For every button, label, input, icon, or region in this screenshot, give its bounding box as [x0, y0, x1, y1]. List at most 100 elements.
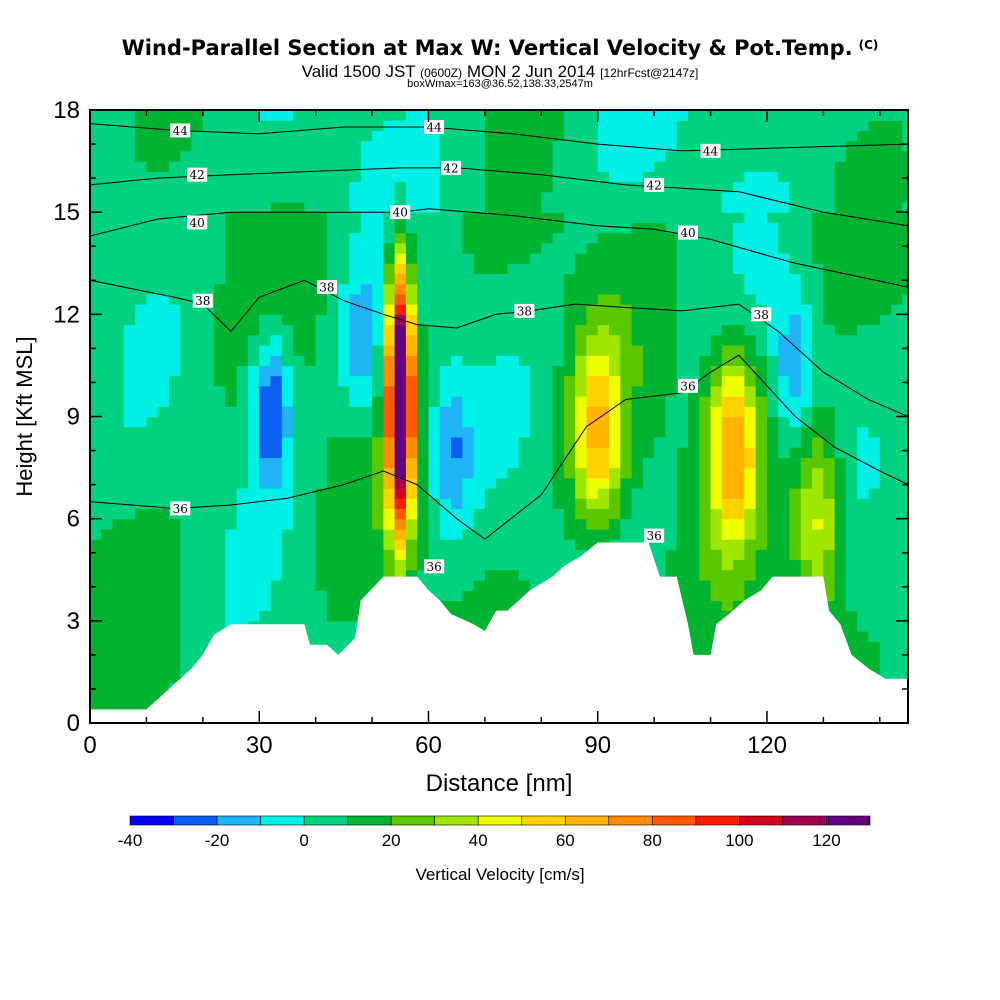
x-tick-label: 90	[584, 732, 611, 759]
field-cell	[507, 528, 520, 540]
field-cell	[586, 273, 599, 285]
field-cell	[507, 263, 520, 274]
field-cell	[225, 253, 238, 264]
field-cell	[699, 620, 712, 632]
field-cell	[259, 293, 272, 305]
field-cell	[710, 355, 723, 366]
field-cell	[665, 385, 678, 397]
field-cell	[744, 140, 757, 152]
field-cell	[428, 191, 441, 203]
field-cell	[473, 263, 486, 274]
field-cell	[586, 477, 599, 489]
field-cell	[360, 345, 373, 356]
field-cell	[891, 610, 903, 622]
field-cell	[462, 375, 475, 387]
field-cell	[812, 334, 824, 346]
field-cell	[530, 130, 542, 142]
field-cell	[710, 201, 723, 213]
field-cell	[834, 467, 847, 479]
field-cell	[597, 232, 610, 244]
field-cell	[541, 140, 554, 152]
field-cell	[225, 375, 238, 387]
field-cell	[157, 590, 170, 601]
field-cell	[507, 436, 520, 448]
field-cell	[868, 130, 881, 142]
field-cell	[157, 600, 170, 612]
field-cell	[857, 457, 870, 469]
field-cell	[710, 610, 723, 622]
field-cell	[710, 314, 723, 326]
field-cell	[157, 120, 170, 131]
field-cell	[462, 283, 475, 295]
field-cell	[778, 161, 791, 172]
field-cell	[394, 161, 407, 172]
field-cell	[857, 620, 870, 632]
field-cell	[563, 477, 576, 489]
field-cell	[812, 518, 824, 530]
field-cell	[326, 304, 339, 315]
field-cell	[891, 549, 903, 561]
field-cell	[530, 528, 542, 540]
field-cell	[688, 201, 700, 213]
field-cell	[530, 273, 542, 285]
theta-contour-36	[90, 354, 908, 540]
field-cell	[462, 324, 475, 336]
field-cell	[507, 477, 520, 489]
field-cell	[451, 590, 463, 601]
field-cell	[778, 283, 791, 295]
field-cell	[688, 242, 700, 254]
field-cell	[891, 498, 903, 509]
field-cell	[405, 201, 418, 213]
field-cell	[383, 426, 396, 438]
field-cell	[326, 263, 339, 274]
field-cell	[214, 610, 226, 622]
field-cell	[417, 549, 430, 561]
field-cell	[123, 222, 136, 234]
field-cell	[202, 191, 215, 203]
field-cell	[315, 110, 328, 121]
field-cell	[326, 253, 339, 264]
field-cell	[112, 181, 125, 193]
field-cell	[834, 528, 847, 540]
field-cell	[405, 426, 418, 438]
field-cell	[552, 181, 565, 193]
field-cell	[360, 150, 373, 162]
field-cell	[372, 436, 384, 448]
field-cell	[394, 467, 407, 479]
field-cell	[845, 201, 858, 213]
field-cell	[101, 345, 114, 356]
field-cell	[654, 365, 666, 377]
field-cell	[236, 273, 249, 285]
field-cell	[360, 140, 373, 152]
field-cell	[157, 150, 170, 162]
field-cell	[857, 273, 870, 285]
field-cell	[270, 140, 283, 152]
field-cell	[563, 283, 576, 295]
field-cell	[484, 406, 497, 418]
field-cell	[473, 345, 486, 356]
field-cell	[191, 201, 204, 213]
field-cell	[270, 324, 283, 336]
field-cell	[180, 406, 193, 418]
field-cell	[293, 263, 305, 274]
field-cell	[304, 528, 317, 540]
field-cell	[315, 580, 328, 591]
field-cell	[157, 365, 170, 377]
field-cell	[620, 304, 633, 315]
field-cell	[823, 385, 836, 397]
field-cell	[688, 181, 700, 193]
field-cell	[417, 191, 430, 203]
field-cell	[180, 140, 193, 152]
field-cell	[879, 477, 892, 489]
field-cell	[800, 416, 813, 428]
field-cell	[112, 447, 125, 458]
field-cell	[834, 130, 847, 142]
field-cell	[857, 263, 870, 274]
field-cell	[699, 457, 712, 469]
field-cell	[812, 191, 824, 203]
field-cell	[191, 324, 204, 336]
field-cell	[428, 304, 441, 315]
box-info: boxWmax=163@36.52,138.33,2547m	[407, 78, 593, 90]
field-cell	[191, 161, 204, 172]
field-cell	[462, 150, 475, 162]
